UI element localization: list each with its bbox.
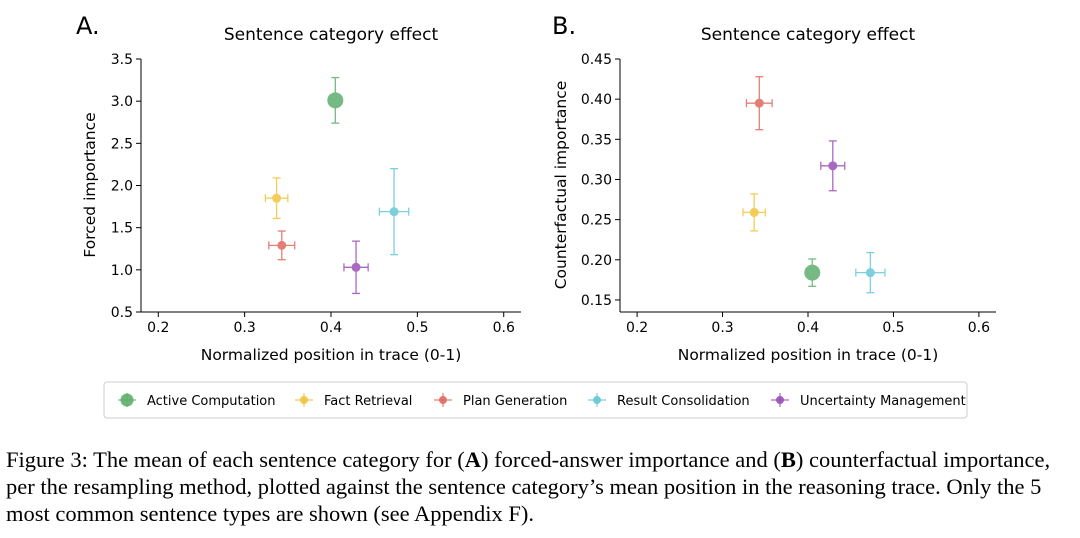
panel-a-plot: 0.2 0.3 0.4 0.5 0.6 0.5 1.0 1.5 2.0 2.5 3.0 3.5 — [111, 52, 521, 336]
legend-marker — [776, 396, 784, 404]
y-tick-label: 3.0 — [111, 94, 133, 110]
panel-b-xlabel: Normalized position in trace (0-1) — [678, 346, 939, 364]
data-point — [745, 76, 773, 131]
legend: Active Computation Fact Retrieval Plan Gen… — [103, 381, 968, 419]
marker-active-computation — [804, 264, 821, 281]
x-tick-label: 0.4 — [797, 320, 819, 336]
legend-label: Plan Generation — [463, 394, 567, 409]
data-point — [343, 240, 369, 295]
y-tick-label: 0.25 — [581, 213, 612, 229]
x-tick-label: 0.4 — [320, 320, 342, 336]
marker-plan-generation — [754, 98, 764, 108]
legend-label: Uncertainty Management — [800, 394, 966, 409]
x-tick-label: 0.6 — [493, 320, 515, 336]
caption-bold-a: A — [464, 447, 482, 472]
x-tick-label: 0.2 — [626, 320, 648, 336]
x-tick-label: 0.2 — [147, 320, 169, 336]
legend-label: Active Computation — [147, 394, 276, 409]
y-tick-label: 0.35 — [581, 132, 612, 148]
data-point — [855, 251, 886, 294]
x-tick-label: 0.5 — [406, 320, 428, 336]
data-point — [804, 258, 821, 287]
x-tick-label: 0.6 — [968, 320, 990, 336]
data-point — [327, 76, 344, 124]
y-tick-label: 0.30 — [581, 172, 612, 188]
legend-item: Active Computation — [118, 393, 276, 409]
y-tick-label: 1.5 — [111, 221, 133, 237]
legend-label: Result Consolidation — [617, 394, 750, 409]
legend-marker — [120, 393, 134, 407]
marker-result-consolidation — [389, 207, 399, 217]
x-tick-label: 0.3 — [234, 320, 256, 336]
legend-marker — [439, 396, 447, 404]
caption-bold-b: B — [780, 447, 796, 472]
panel-b-plot: 0.2 0.3 0.4 0.5 0.6 0.15 0.20 0.25 0.30 0.35 0.40 0… — [581, 52, 996, 336]
legend-marker — [300, 396, 308, 404]
data-point — [820, 140, 846, 192]
marker-fact-retrieval — [272, 193, 282, 203]
caption-part-3: ) counterfactual importance, per the res… — [6, 447, 1051, 526]
y-tick-label: 3.5 — [111, 52, 133, 68]
marker-plan-generation — [277, 240, 287, 250]
legend-item: Uncertainty Management — [771, 393, 966, 409]
marker-active-computation — [327, 92, 344, 109]
x-tick-label: 0.5 — [882, 320, 904, 336]
panel-b-title: Sentence category effect — [701, 25, 916, 45]
caption-part-1: Figure 3: The mean of each sentence cate… — [6, 447, 465, 472]
data-point — [742, 193, 766, 232]
legend-item: Plan Generation — [434, 393, 567, 409]
y-tick-label: 0.40 — [581, 92, 612, 108]
marker-uncertainty-management — [828, 161, 838, 171]
panel-a-ylabel: Forced importance — [81, 112, 99, 257]
y-tick-label: 0.5 — [111, 305, 133, 321]
panel-b-letter: B. — [552, 12, 576, 40]
panel-a-title: Sentence category effect — [224, 25, 439, 45]
legend-box — [103, 381, 968, 419]
marker-fact-retrieval — [749, 207, 759, 217]
legend-item: Fact Retrieval — [295, 393, 412, 409]
y-tick-label: 1.0 — [111, 263, 133, 279]
panel-a-xlabel: Normalized position in trace (0-1) — [201, 346, 462, 364]
y-tick-label: 0.15 — [581, 293, 612, 309]
y-tick-label: 2.5 — [111, 136, 133, 152]
legend-label: Fact Retrieval — [324, 394, 412, 409]
y-tick-label: 0.20 — [581, 253, 612, 269]
figure-caption: Figure 3: The mean of each sentence cate… — [6, 446, 1076, 527]
data-point — [268, 230, 296, 261]
legend-marker — [593, 396, 601, 404]
marker-uncertainty-management — [351, 262, 361, 272]
y-tick-label: 0.45 — [581, 52, 612, 68]
marker-result-consolidation — [865, 268, 875, 278]
panel-b-ylabel: Counterfactual importance — [552, 81, 570, 290]
caption-part-2: ) forced-answer importance and ( — [481, 447, 781, 472]
data-point — [378, 167, 410, 256]
data-point — [264, 177, 289, 220]
x-tick-label: 0.3 — [711, 320, 733, 336]
panel-a-letter: A. — [76, 12, 100, 40]
figure: A. Sentence category effect Normalized p… — [76, 12, 996, 419]
legend-item: Result Consolidation — [588, 393, 750, 409]
y-tick-label: 2.0 — [111, 179, 133, 195]
